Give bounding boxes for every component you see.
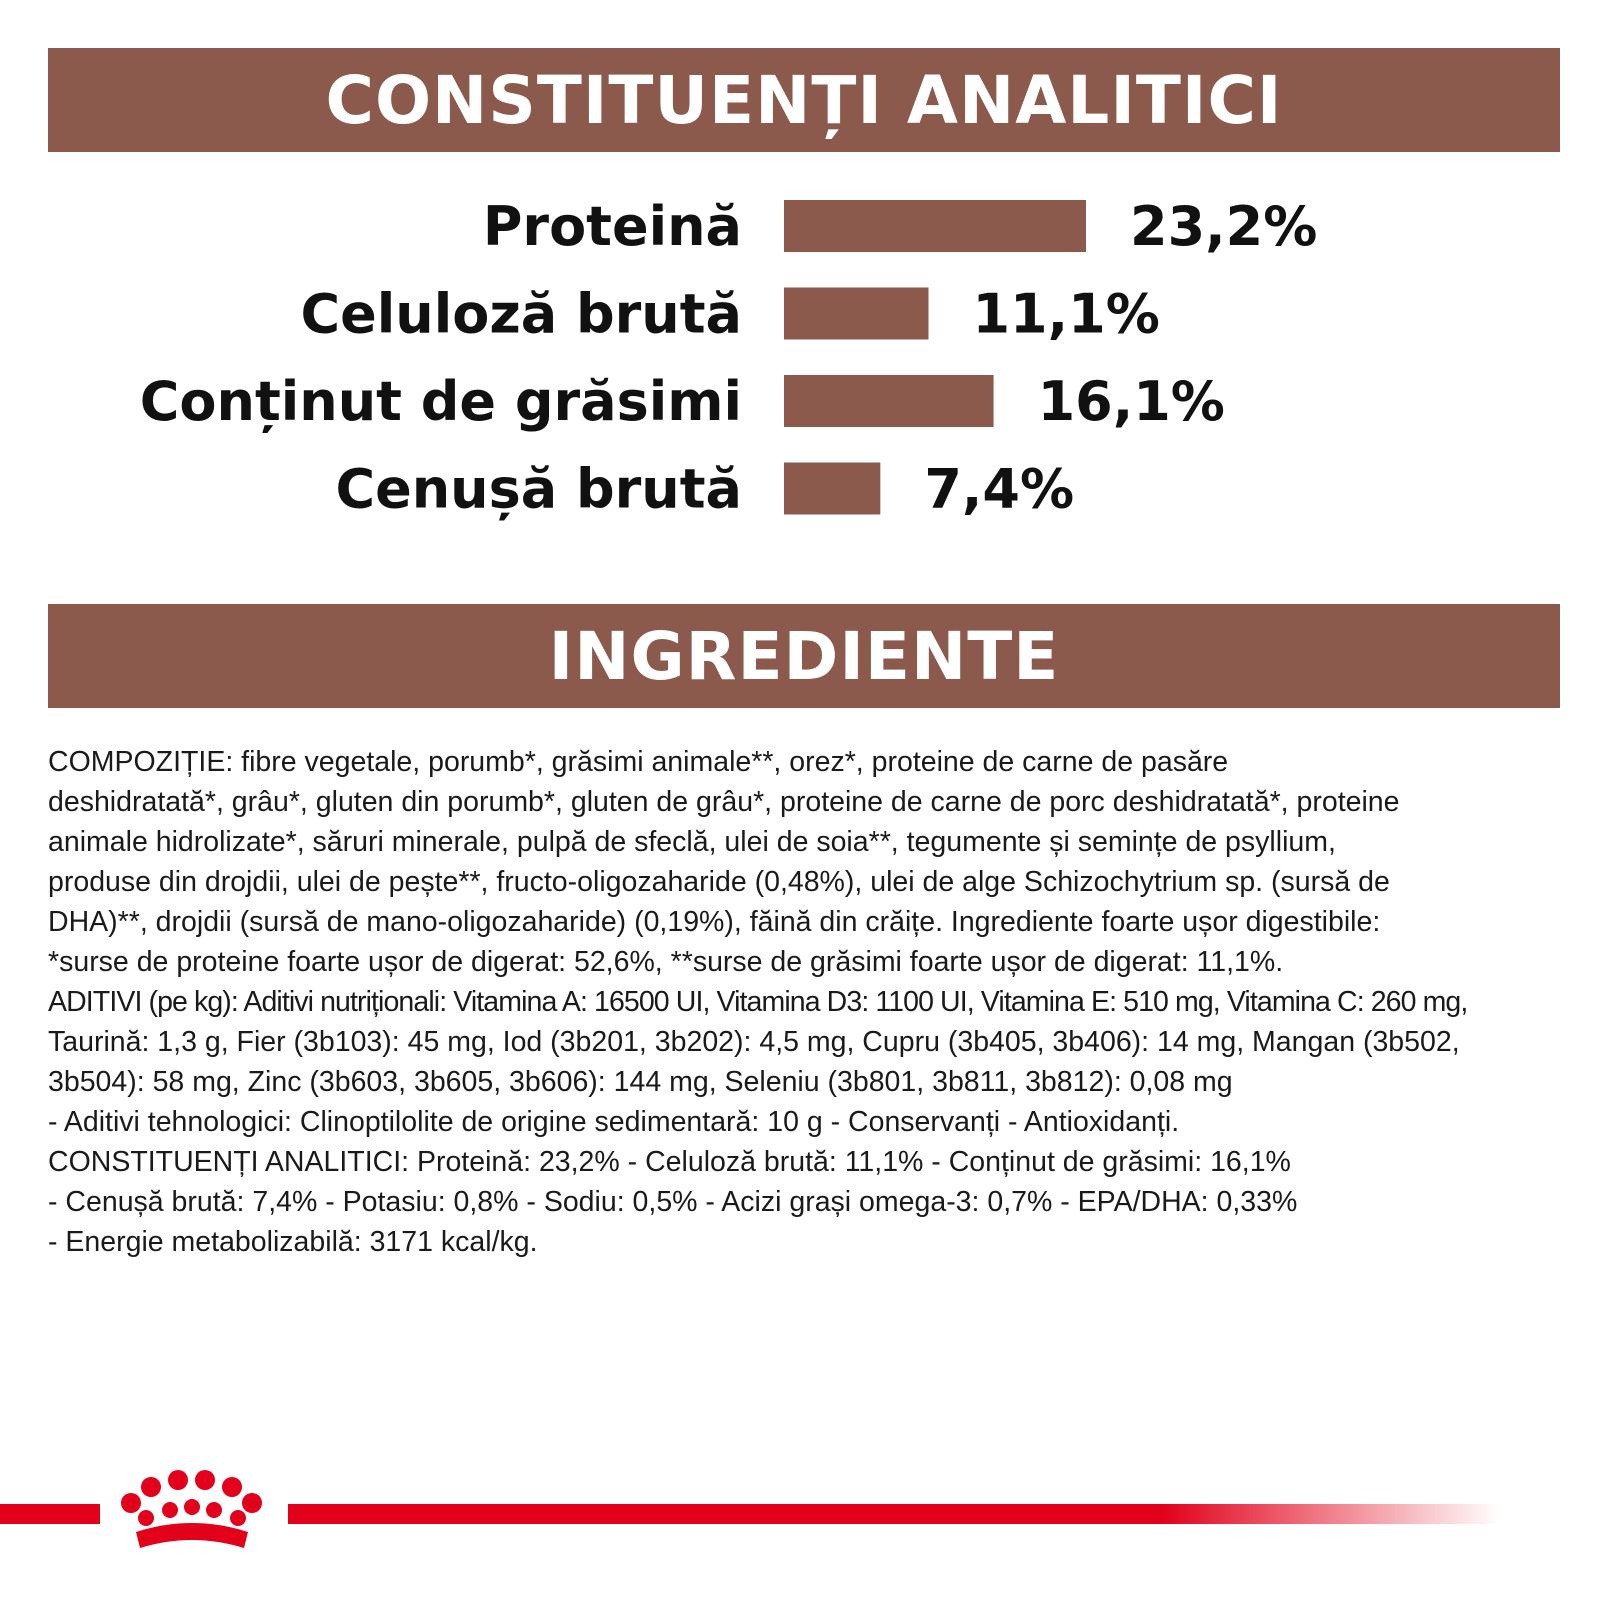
ingredients-line: CONSTITUENȚI ANALITICI: Proteină: 23,2% … [48,1146,1291,1178]
analytic-constituents-banner: CONSTITUENȚI ANALITICI [48,48,1560,152]
ingredients-line: DHA)**, drojdii (sursă de mano-oligozaha… [48,906,1381,938]
ingredients-line: Taurină: 1,3 g, Fier (3b103): 45 mg, Iod… [48,1026,1460,1058]
ingredients-text-block: COMPOZIȚIE: fibre vegetale, porumb*, gră… [48,742,1568,1262]
value-bar [784,287,929,340]
ingredients-line: deshidratată*, grâu*, gluten din porumb*… [48,786,1400,818]
ingredients-line: 3b504): 58 mg, Zinc (3b603, 3b605, 3b606… [48,1066,1233,1098]
ingredients-line: - Energie metabolizabilă: 3171 kcal/kg. [48,1226,538,1258]
brand-footer [0,1470,1500,1548]
value-bar [784,200,1086,252]
value-label: 7,4% [924,458,1074,521]
ingredients-line: produse din drojdii, ulei de pește**, fr… [48,866,1390,898]
ingredients-line: - Cenușă brută: 7,4% - Potasiu: 0,8% - S… [48,1186,1298,1218]
ingredients-line: COMPOZIȚIE: fibre vegetale, porumb*, gră… [48,746,1229,778]
category-label: Conținut de grăsimi [140,370,742,433]
ingredients-line: *surse de proteine foarte ușor de digera… [48,946,1284,978]
royal-canin-crown-logo-icon [121,1470,262,1548]
footer-stripe-right [288,1504,1500,1524]
value-bar [784,375,994,427]
value-label: 11,1% [972,283,1159,346]
value-bar [784,462,881,515]
ingredients-line: animale hidrolizate*, săruri minerale, p… [48,826,1336,858]
ingredients-banner: INGREDIENTE [48,604,1560,708]
ingredients-line: ADITIVI (pe kg): Aditivi nutriționali: V… [48,986,1468,1018]
value-label: 16,1% [1038,370,1225,433]
category-label: Cenușă brută [335,458,742,521]
footer-stripe-left [0,1504,100,1524]
analytic-constituents-chart: Proteină 23,2% Celuloză brută 11,1% Conținut… [140,195,1318,521]
analytic-constituents-title: CONSTITUENȚI ANALITICI [325,61,1283,139]
value-label: 23,2% [1130,195,1317,258]
category-label: Celuloză brută [301,283,742,346]
ingredients-line: - Aditivi tehnologici: Clinoptilolite de… [48,1106,1180,1138]
ingredients-title: INGREDIENTE [548,617,1060,695]
category-label: Proteină [483,195,742,258]
